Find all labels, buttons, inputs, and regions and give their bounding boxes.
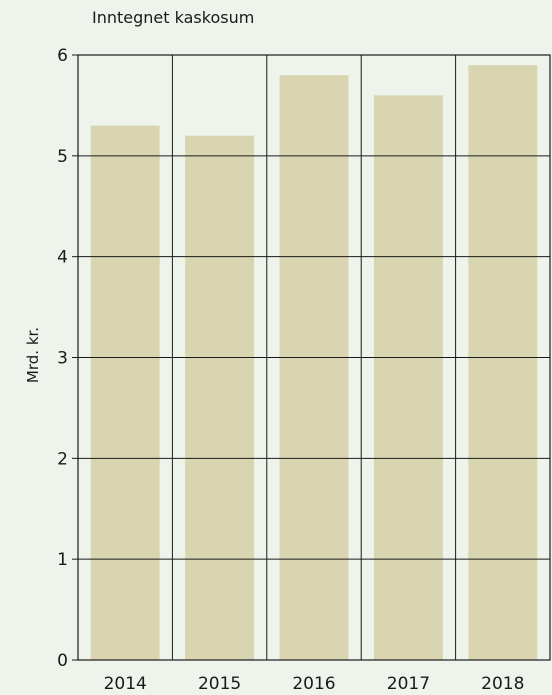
bar-2014 — [90, 125, 160, 661]
bar-2015 — [185, 135, 255, 660]
bar-2018 — [468, 65, 538, 661]
y-tick-label: 1 — [57, 550, 68, 570]
y-tick-label: 5 — [57, 147, 68, 167]
y-tick-label: 3 — [57, 349, 68, 369]
bar-2017 — [373, 95, 443, 661]
x-tick-label: 2017 — [387, 674, 430, 694]
y-tick-label: 0 — [57, 651, 68, 671]
y-tick-label: 4 — [57, 248, 68, 268]
chart-title: Inntegnet kaskosum — [92, 8, 255, 27]
y-tick-label: 2 — [57, 449, 68, 469]
x-tick-label: 2014 — [104, 674, 147, 694]
x-tick-label: 2015 — [198, 674, 241, 694]
x-tick-label: 2018 — [481, 674, 524, 694]
bar-2016 — [279, 75, 349, 660]
y-tick-label: 6 — [57, 46, 68, 66]
x-tick-label: 2016 — [292, 674, 335, 694]
